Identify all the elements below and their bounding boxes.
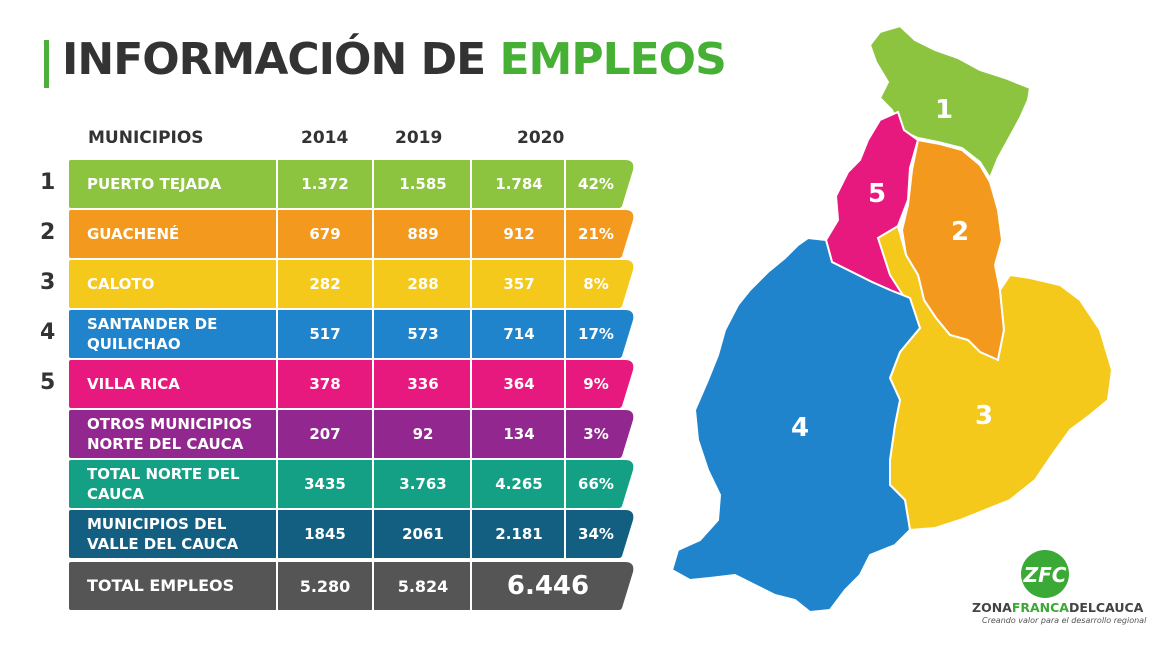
logo-name: ZONAFRANCADELCAUCA [972,600,1143,615]
row-value-v2020: 714 [503,325,535,343]
row-value-v2019: 2061 [402,525,444,543]
zfc-logo: ZFC [1021,550,1069,598]
title-part1: INFORMACIÓN DE [62,34,500,85]
row-value-pct: 9% [583,375,609,393]
map-label-3: 3 [975,401,993,431]
row-value-v2019: 92 [412,425,434,443]
title-accent-bar [44,40,49,88]
row-value-v2014: 282 [309,275,341,293]
table-row: GUACHENÉ 679 889 912 21% [69,210,635,258]
row-value-pct: 34% [578,525,614,543]
logo-name-c: DELCAUCA [1068,600,1144,615]
page-title: INFORMACIÓN DE EMPLEOS [62,34,727,85]
row-value-v2020: 1.784 [495,175,543,193]
total-value-v2014: 5.280 [299,576,351,596]
row-number: 3 [40,270,56,295]
row-value-v2014: 1.372 [301,175,349,193]
row-value-v2014: 378 [309,375,341,393]
table-row: CALOTO 282 288 357 8% [69,260,635,308]
total-label: TOTAL EMPLEOS [87,576,235,595]
row-value-v2014: 207 [309,425,341,443]
row-number: 1 [40,170,56,195]
table-row: SANTANDER DE QUILICHAO 517 573 714 17% [69,310,635,358]
row-value-v2014: 3435 [304,475,346,493]
table-row: TOTAL NORTE DEL CAUCA 3435 3.763 4.265 66% [69,460,635,508]
row-value-v2020: 2.181 [495,525,543,543]
map-label-4: 4 [791,413,809,443]
row-value-v2020: 912 [503,225,535,243]
row-value-pct: 66% [578,475,614,493]
map-label-5: 5 [868,179,886,209]
table-row: PUERTO TEJADA 1.372 1.585 1.784 42% [69,160,635,208]
row-value-v2019: 889 [407,225,439,243]
row-value-v2020: 134 [503,425,535,443]
row-number: 2 [40,220,56,245]
total-value-v2020: 6.446 [506,571,590,601]
row-value-pct: 21% [578,225,614,243]
header-municipios: MUNICIPIOS [88,128,204,148]
header-2020: 2020 [517,128,565,148]
row-number: 5 [40,370,56,395]
row-municipio: GUACHENÉ [87,225,180,243]
map-label-1: 1 [935,95,953,125]
row-municipio: CALOTO [87,275,155,293]
logo-name-a: ZONA [972,600,1012,615]
logo-tagline: Creando valor para el desarrollo regiona… [982,616,1147,625]
row-value-v2019: 573 [407,325,439,343]
map-label-2: 2 [951,217,969,247]
row-value-v2019: 336 [407,375,439,393]
map-region-4 [670,236,922,614]
row-municipio: SANTANDER DE QUILICHAO [87,315,218,353]
total-value-v2019: 5.824 [397,576,449,596]
table-row: OTROS MUNICIPIOS NORTE DEL CAUCA 207 92 134… [69,410,635,458]
map-region-1 [868,24,1032,181]
table-row: VILLA RICA 378 336 364 9% [69,360,635,408]
row-value-v2014: 1845 [304,525,346,543]
row-value-v2014: 517 [309,325,341,343]
logo-circle-icon [1021,550,1069,598]
logo-name-b: FRANCA [1011,600,1069,615]
row-value-v2020: 357 [503,275,535,293]
row-value-pct: 17% [578,325,614,343]
row-value-pct: 42% [578,175,614,193]
row-value-v2014: 679 [309,225,341,243]
row-value-pct: 8% [583,275,609,293]
row-value-v2019: 1.585 [399,175,447,193]
region-map: 1 5 2 3 4 [670,24,1114,614]
row-value-pct: 3% [583,425,609,443]
row-municipio: MUNICIPIOS DEL VALLE DEL CAUCA [87,515,239,553]
row-value-v2019: 288 [407,275,439,293]
row-municipio: OTROS MUNICIPIOS NORTE DEL CAUCA [87,415,253,453]
row-municipio: VILLA RICA [87,375,180,393]
row-value-v2020: 4.265 [495,475,543,493]
row-value-v2019: 3.763 [399,475,447,493]
row-value-v2020: 364 [503,375,535,393]
row-number: 4 [40,320,56,345]
row-municipio: PUERTO TEJADA [87,175,222,193]
header-2019: 2019 [395,128,443,148]
title-part2: EMPLEOS [499,34,726,85]
table-row: MUNICIPIOS DEL VALLE DEL CAUCA 1845 2061 2.… [69,510,635,558]
total-row: TOTAL EMPLEOS 5.280 5.824 6.446 [69,562,635,610]
header-2014: 2014 [301,128,349,148]
logo-mark: ZFC [1023,563,1067,587]
row-municipio: TOTAL NORTE DEL CAUCA [87,465,240,503]
